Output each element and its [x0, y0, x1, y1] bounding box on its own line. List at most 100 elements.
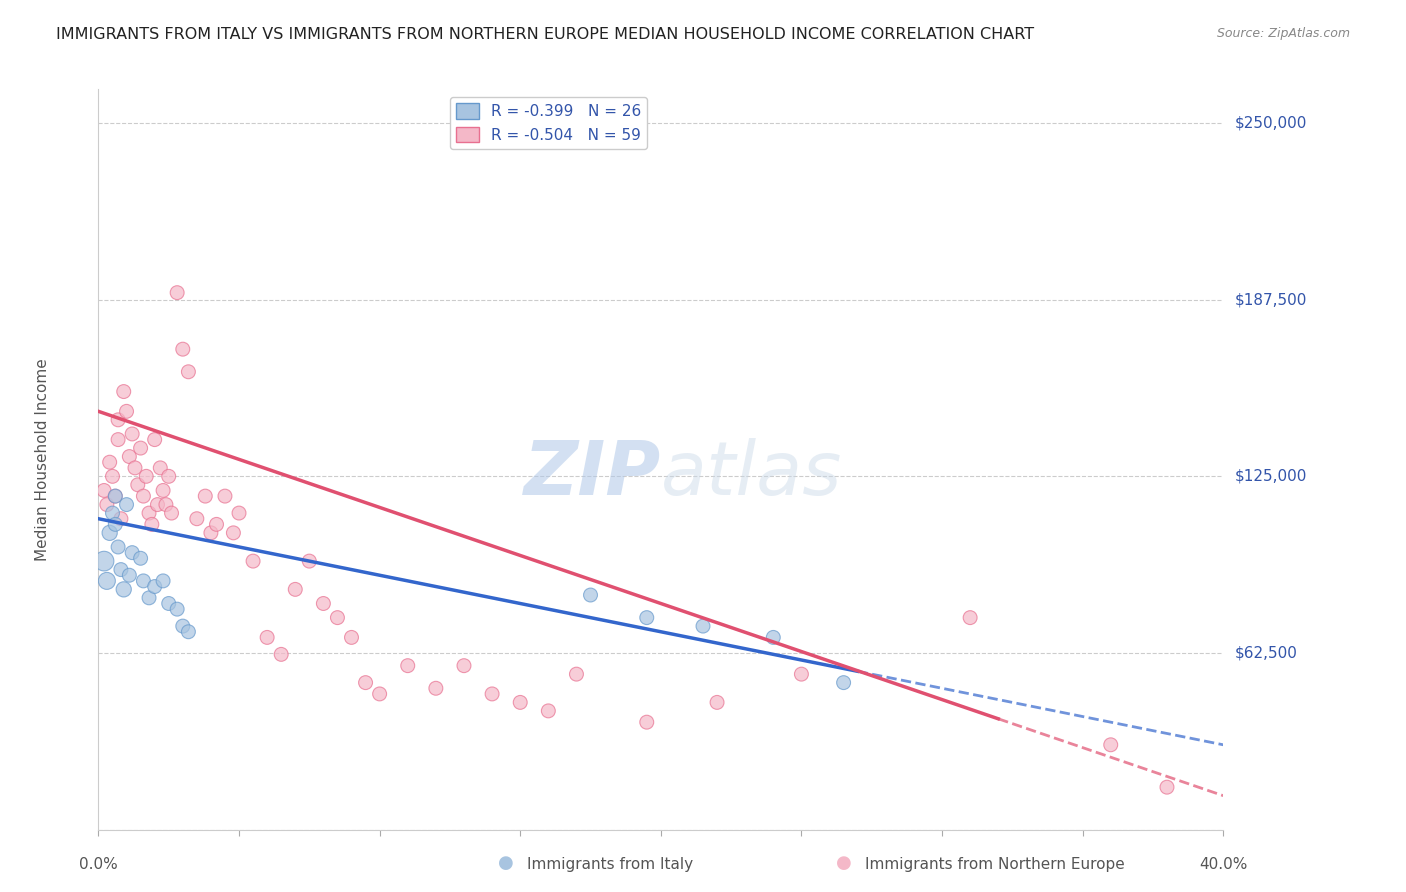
Point: [166, 602, 188, 616]
Text: ●: ●: [498, 855, 515, 872]
Point: [166, 285, 188, 300]
Point: [101, 469, 124, 483]
Point: [177, 365, 200, 379]
Point: [537, 704, 560, 718]
Point: [1099, 738, 1122, 752]
Point: [93, 483, 115, 498]
Text: 0.0%: 0.0%: [79, 857, 118, 872]
Point: [132, 574, 155, 588]
Text: IMMIGRANTS FROM ITALY VS IMMIGRANTS FROM NORTHERN EUROPE MEDIAN HOUSEHOLD INCOME: IMMIGRANTS FROM ITALY VS IMMIGRANTS FROM…: [56, 27, 1035, 42]
Point: [118, 568, 141, 582]
Text: ZIP: ZIP: [523, 438, 661, 511]
Legend: R = -0.399   N = 26, R = -0.504   N = 59: R = -0.399 N = 26, R = -0.504 N = 59: [450, 97, 647, 149]
Point: [284, 582, 307, 597]
Point: [177, 624, 200, 639]
Text: 40.0%: 40.0%: [1199, 857, 1247, 872]
Point: [157, 469, 180, 483]
Point: [127, 478, 149, 492]
Point: [143, 580, 166, 594]
Point: [101, 506, 124, 520]
Point: [104, 489, 127, 503]
Point: [509, 695, 531, 709]
Point: [186, 512, 208, 526]
Point: [579, 588, 602, 602]
Point: [112, 582, 135, 597]
Point: [222, 525, 245, 540]
Point: [110, 563, 132, 577]
Point: [270, 648, 292, 662]
Point: [205, 517, 228, 532]
Point: [481, 687, 503, 701]
Point: [115, 404, 138, 418]
Point: [312, 597, 335, 611]
Point: [143, 433, 166, 447]
Point: [93, 554, 115, 568]
Point: [354, 675, 377, 690]
Point: [172, 619, 194, 633]
Point: [115, 498, 138, 512]
Point: [340, 631, 363, 645]
Point: [141, 517, 163, 532]
Point: [636, 610, 658, 624]
Text: Immigrants from Northern Europe: Immigrants from Northern Europe: [865, 857, 1125, 872]
Point: [107, 433, 129, 447]
Point: [149, 461, 172, 475]
Text: Median Household Income: Median Household Income: [35, 358, 49, 561]
Point: [692, 619, 714, 633]
Point: [110, 512, 132, 526]
Point: [790, 667, 813, 681]
Point: [425, 681, 447, 696]
Point: [160, 506, 183, 520]
Point: [172, 342, 194, 356]
Point: [396, 658, 419, 673]
Point: [98, 525, 121, 540]
Text: ●: ●: [835, 855, 852, 872]
Point: [706, 695, 728, 709]
Point: [368, 687, 391, 701]
Point: [124, 461, 146, 475]
Point: [565, 667, 588, 681]
Point: [118, 450, 141, 464]
Point: [242, 554, 264, 568]
Point: [107, 413, 129, 427]
Point: [228, 506, 250, 520]
Point: [104, 489, 127, 503]
Point: [256, 631, 278, 645]
Text: $62,500: $62,500: [1234, 646, 1298, 660]
Point: [146, 498, 169, 512]
Point: [298, 554, 321, 568]
Point: [112, 384, 135, 399]
Point: [762, 631, 785, 645]
Point: [104, 517, 127, 532]
Text: $125,000: $125,000: [1234, 469, 1306, 483]
Point: [135, 469, 157, 483]
Text: atlas: atlas: [661, 438, 842, 510]
Point: [200, 525, 222, 540]
Point: [326, 610, 349, 624]
Point: [121, 546, 143, 560]
Point: [152, 483, 174, 498]
Point: [129, 441, 152, 455]
Point: [832, 675, 855, 690]
Point: [1156, 780, 1178, 794]
Point: [107, 540, 129, 554]
Point: [959, 610, 981, 624]
Point: [636, 715, 658, 730]
Point: [96, 574, 118, 588]
Text: Immigrants from Italy: Immigrants from Italy: [527, 857, 693, 872]
Point: [98, 455, 121, 469]
Text: $250,000: $250,000: [1234, 116, 1306, 130]
Point: [214, 489, 236, 503]
Point: [453, 658, 475, 673]
Point: [155, 498, 177, 512]
Point: [138, 506, 160, 520]
Point: [138, 591, 160, 605]
Point: [132, 489, 155, 503]
Point: [129, 551, 152, 566]
Point: [152, 574, 174, 588]
Point: [96, 498, 118, 512]
Text: Source: ZipAtlas.com: Source: ZipAtlas.com: [1216, 27, 1350, 40]
Point: [157, 597, 180, 611]
Point: [194, 489, 217, 503]
Point: [121, 426, 143, 441]
